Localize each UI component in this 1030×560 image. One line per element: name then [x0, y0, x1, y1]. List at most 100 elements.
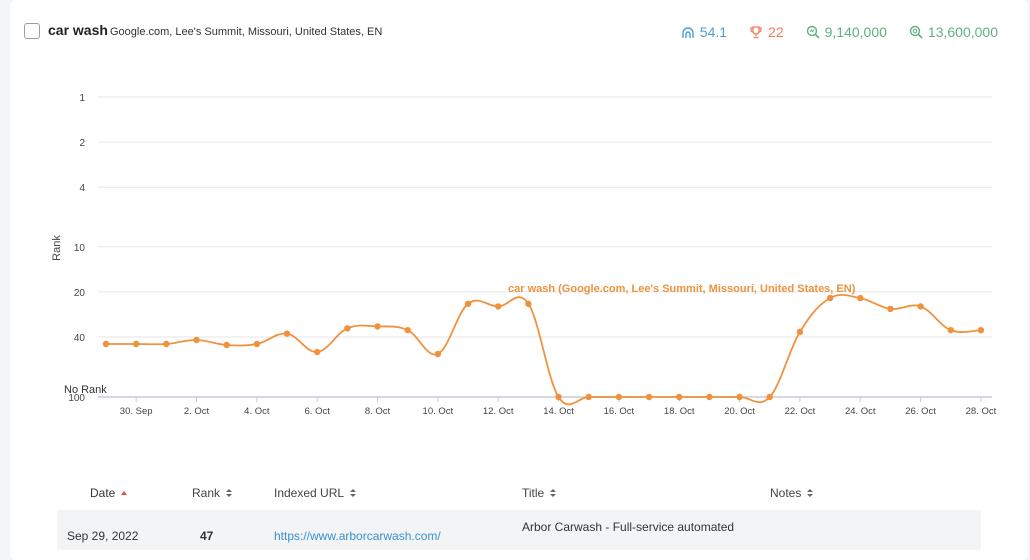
data-point	[253, 340, 261, 348]
trophy-icon	[750, 26, 762, 39]
y-tick-label: 40	[74, 333, 86, 344]
chart-grid	[98, 96, 992, 398]
x-tick-label: 2. Oct	[184, 406, 210, 417]
x-tick-label: 10. Oct	[423, 406, 454, 417]
sort-icon	[550, 489, 557, 497]
data-point	[615, 393, 623, 401]
rank-column-header[interactable]: Rank	[192, 486, 233, 500]
keyword-location: Google.com, Lee's Summit, Missouri, Unit…	[110, 26, 383, 38]
row-url-link[interactable]: https://www.arborcarwash.com/	[274, 529, 441, 543]
data-point	[132, 340, 140, 348]
date-column-header[interactable]: Date	[90, 486, 128, 500]
x-tick-label: 14. Oct	[543, 406, 574, 417]
x-tick-label: 24. Oct	[845, 406, 876, 417]
data-point	[796, 328, 804, 336]
data-point	[766, 393, 773, 401]
data-point	[645, 393, 653, 401]
date-column-label: Date	[90, 486, 116, 500]
y-axis: 1 2 4 10 20 40 100	[68, 93, 85, 404]
keyword-card: car wash Google.com, Lee's Summit, Misso…	[10, 0, 1028, 560]
url-column-header[interactable]: Indexed URL	[274, 486, 357, 500]
keyword-title: car wash	[48, 22, 108, 38]
row-title: Arbor Carwash - Full-service automated	[522, 520, 735, 534]
rank-column-label: Rank	[192, 486, 221, 500]
x-axis: 30. Sep 2. Oct 4. Oct 6. Oct 8. Oct 10. Oct 12…	[120, 397, 997, 417]
data-point	[585, 393, 592, 401]
data-point	[977, 326, 985, 334]
data-point	[676, 393, 683, 401]
notes-column-label: Notes	[770, 486, 802, 500]
data-point	[917, 303, 924, 310]
x-tick-label: 30. Sep	[120, 406, 153, 417]
data-point	[464, 300, 472, 307]
x-tick-label: 12. Oct	[483, 406, 514, 417]
y-tick-label: 4	[79, 183, 85, 194]
table-row[interactable]: Sep 29, 2022 47 https://www.arborcarwash…	[57, 510, 981, 550]
search-volume-icon	[806, 25, 820, 39]
x-tick-label: 16. Oct	[604, 406, 635, 417]
x-tick-label: 8. Oct	[365, 406, 391, 417]
trophy-value: 22	[768, 24, 784, 40]
no-rank-label: No Rank	[64, 384, 107, 396]
table-header: Date Rank Indexed URL Title Notes	[10, 478, 1028, 508]
trophy-stat: 22	[749, 24, 784, 40]
keyword-header: car wash Google.com, Lee's Summit, Misso…	[10, 0, 1028, 62]
search-volume-stat: 9,140,000	[806, 24, 887, 40]
select-keyword-checkbox[interactable]	[24, 23, 40, 39]
results-icon	[909, 25, 923, 39]
y-tick-label: 2	[79, 138, 85, 149]
data-point	[706, 393, 713, 401]
data-point	[374, 323, 381, 330]
series-path	[105, 294, 981, 406]
row-rank: 47	[200, 529, 214, 543]
sort-icon	[807, 489, 814, 497]
data-point	[404, 326, 411, 334]
difficulty-stat: 54.1	[681, 24, 727, 40]
search-volume-value: 9,140,000	[824, 24, 887, 40]
sort-asc-icon	[121, 491, 128, 495]
data-point	[525, 300, 532, 307]
data-point	[163, 340, 170, 348]
x-tick-label: 26. Oct	[905, 406, 936, 417]
x-tick-label: 6. Oct	[305, 406, 331, 417]
x-tick-label: 22. Oct	[785, 406, 816, 417]
data-point	[193, 336, 200, 344]
series-points	[102, 294, 985, 401]
data-point	[313, 348, 321, 356]
data-point	[555, 393, 562, 401]
y-tick-label: 1	[79, 93, 85, 104]
data-point	[887, 305, 894, 313]
series-line	[105, 294, 981, 406]
notes-column-header[interactable]: Notes	[770, 486, 814, 500]
data-point	[736, 393, 743, 401]
x-tick-label: 28. Oct	[966, 406, 997, 417]
title-column-header[interactable]: Title	[522, 486, 557, 500]
data-point	[826, 294, 834, 302]
keyword-stats: 54.1 22 9,140,000 13,600,000	[681, 24, 998, 40]
data-point	[102, 340, 110, 348]
results-stat: 13,600,000	[909, 24, 998, 40]
y-tick-label: 20	[74, 288, 86, 299]
url-column-label: Indexed URL	[274, 486, 345, 500]
data-point	[434, 350, 442, 358]
data-point	[947, 326, 954, 334]
data-point	[223, 341, 230, 349]
x-tick-label: 4. Oct	[244, 406, 270, 417]
results-value: 13,600,000	[927, 24, 998, 40]
data-point	[344, 325, 351, 332]
sort-icon	[350, 489, 357, 497]
difficulty-icon	[682, 27, 694, 38]
y-tick-label: 10	[74, 243, 86, 254]
rank-chart: 1 2 4 10 20 40 100 30. Sep 2. Oct 4. Oct 6. Oct 8.…	[51, 93, 997, 417]
difficulty-value: 54.1	[699, 24, 728, 40]
row-date: Sep 29, 2022	[67, 529, 139, 543]
series-label: car wash (Google.com, Lee's Summit, Miss…	[508, 283, 856, 295]
title-column-label: Title	[522, 486, 545, 500]
y-axis-label: Rank	[51, 235, 63, 261]
y-tick-label: 100	[68, 393, 85, 404]
x-tick-label: 18. Oct	[664, 406, 695, 417]
data-point	[283, 330, 291, 337]
x-tick-label: 20. Oct	[724, 406, 755, 417]
data-point	[495, 303, 502, 310]
data-point	[857, 294, 864, 302]
